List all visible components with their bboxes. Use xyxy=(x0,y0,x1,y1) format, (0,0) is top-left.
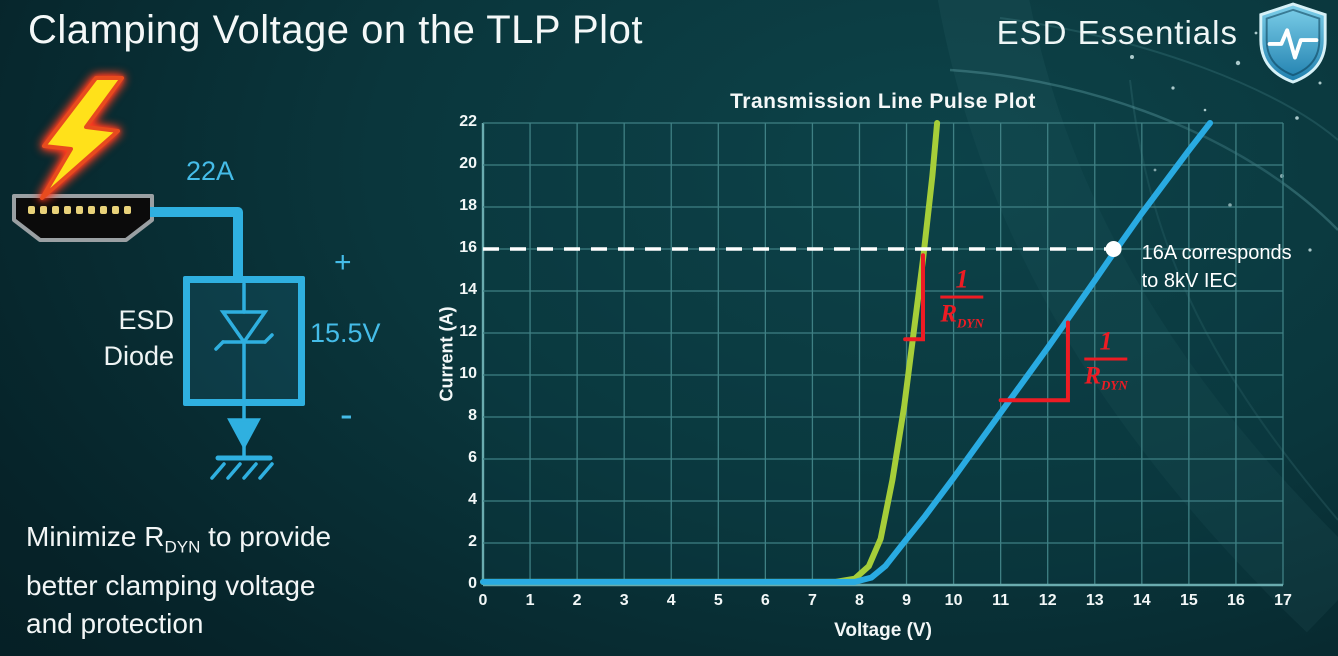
plus-polarity-label: + xyxy=(334,246,352,279)
footer-line3: and protection xyxy=(26,607,204,639)
x-tick-label: 7 xyxy=(807,592,817,609)
x-tick-label: 12 xyxy=(1038,592,1057,609)
x-tick-label: 6 xyxy=(760,592,770,609)
y-tick-label: 4 xyxy=(468,491,477,508)
y-tick-label: 20 xyxy=(459,155,477,172)
x-tick-label: 11 xyxy=(992,592,1010,609)
y-tick-label: 12 xyxy=(459,323,477,340)
x-tick-label: 17 xyxy=(1274,592,1292,609)
blue-curve-high-rdyn xyxy=(480,120,1214,585)
x-tick-label: 3 xyxy=(619,592,629,609)
minus-polarity-label: - xyxy=(340,394,353,436)
x-tick-label: 0 xyxy=(478,592,488,609)
x-tick-label: 5 xyxy=(713,592,723,609)
device-label-line2: Diode xyxy=(103,341,174,371)
x-tick-label: 4 xyxy=(666,592,676,609)
x-tick-label: 2 xyxy=(572,592,582,609)
x-tick-label: 1 xyxy=(525,592,535,609)
device-label: ESD Diode xyxy=(78,302,174,374)
y-tick-label: 14 xyxy=(459,281,477,298)
footer-line2: better clamping voltage xyxy=(26,569,316,601)
footer-pre: Minimize R xyxy=(26,521,165,552)
y-axis-ticks: 0 2 4 6 8 10 12 14 16 18 20 22 xyxy=(431,113,477,592)
marker-dot xyxy=(1105,241,1122,257)
footer-note: Minimize RDYN to provide better clamping… xyxy=(26,518,331,643)
wire xyxy=(150,207,243,281)
tlp-plot xyxy=(480,120,1284,587)
green-slope-bracket xyxy=(903,253,925,342)
x-tick-label: 8 xyxy=(855,592,864,609)
y-tick-label: 10 xyxy=(459,365,477,382)
x-axis-ticks: 0 1 2 3 4 5 6 7 8 9 10 11 12 13 14 15 16 17 xyxy=(479,592,1292,614)
y-axis-label: Current (A) xyxy=(436,306,457,402)
x-tick-label: 10 xyxy=(944,592,963,609)
lightning-bolt-icon xyxy=(40,76,124,200)
brand-title: ESD Essentials xyxy=(996,14,1238,51)
y-tick-label: 2 xyxy=(468,533,477,550)
x-tick-label: 15 xyxy=(1179,592,1198,609)
y-tick-label: 0 xyxy=(468,575,477,592)
clamp-voltage-label: 15.5V xyxy=(310,318,381,348)
x-tick-label: 9 xyxy=(902,592,911,609)
x-tick-label: 16 xyxy=(1227,592,1245,609)
footer-post: to provide xyxy=(200,521,332,552)
chart-title: Transmission Line Pulse Plot xyxy=(730,90,1036,113)
y-tick-label: 8 xyxy=(468,407,477,424)
zener-diode-symbol xyxy=(214,282,274,402)
page-title: Clamping Voltage on the TLP Plot xyxy=(28,8,643,52)
blue-slope-bracket xyxy=(998,320,1070,403)
x-axis-label: Voltage (V) xyxy=(834,620,932,641)
shield-pulse-icon xyxy=(1259,2,1327,84)
y-tick-label: 18 xyxy=(459,197,477,214)
y-tick-label: 22 xyxy=(459,113,477,130)
y-tick-label: 16 xyxy=(459,239,477,256)
ground-symbol xyxy=(210,406,274,480)
y-tick-label: 6 xyxy=(468,449,477,466)
footer-rdyn-sub: DYN xyxy=(164,537,201,557)
hdmi-connector-icon xyxy=(12,194,154,242)
surge-current-label: 22A xyxy=(186,156,235,186)
device-label-line1: ESD xyxy=(118,305,174,335)
x-tick-label: 14 xyxy=(1132,592,1151,609)
x-tick-label: 13 xyxy=(1085,592,1104,609)
